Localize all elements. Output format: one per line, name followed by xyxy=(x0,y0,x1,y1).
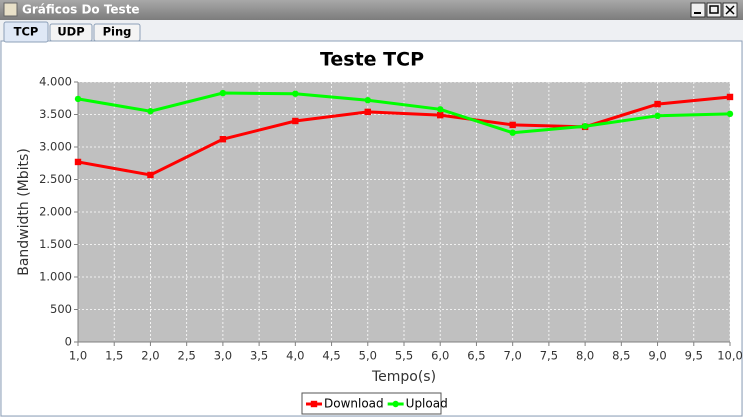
tab[interactable] xyxy=(93,23,141,42)
window-buttons xyxy=(690,2,738,18)
x-tick-label: 8,5 xyxy=(612,349,630,363)
data-point xyxy=(654,112,661,120)
chart-title: Teste TCP xyxy=(320,49,424,71)
data-point xyxy=(147,171,154,179)
y-axis-label: Bandwidth (Mbits) xyxy=(16,148,32,276)
data-point xyxy=(364,108,371,116)
x-tick-label: 9,0 xyxy=(648,349,666,363)
y-tick-label: 500 xyxy=(50,302,72,316)
x-tick-label: 2,0 xyxy=(141,349,159,363)
x-tick-label: 5,0 xyxy=(359,349,377,363)
x-tick-label: 3,5 xyxy=(250,349,268,363)
minimize-button[interactable] xyxy=(690,2,706,18)
data-point xyxy=(292,90,299,97)
data-point xyxy=(509,121,516,129)
legend-marker xyxy=(310,400,318,408)
y-tick-label: 3.500 xyxy=(39,107,72,121)
y-tick-label: 2.000 xyxy=(39,205,72,219)
window-title: Gráficos Do Teste xyxy=(22,3,140,17)
x-tick-label: 3,0 xyxy=(214,349,232,363)
y-tick-label: 4.000 xyxy=(39,75,72,89)
series-line xyxy=(77,95,731,177)
close-icon xyxy=(725,5,735,15)
legend-label: Download xyxy=(324,397,384,411)
x-tick-label: 10,0 xyxy=(717,349,743,363)
maximize-button[interactable] xyxy=(706,2,722,18)
x-tick-label: 8,0 xyxy=(576,349,594,363)
x-tick-label: 9,5 xyxy=(685,349,703,363)
data-point xyxy=(437,111,444,119)
x-tick-label: 4,0 xyxy=(286,349,304,363)
x-tick-label: 2,5 xyxy=(178,349,196,363)
x-tick-label: 1,0 xyxy=(69,349,87,363)
data-point xyxy=(219,89,227,97)
x-tick-label: 7,0 xyxy=(504,349,522,363)
tab[interactable] xyxy=(49,23,93,42)
x-tick-label: 7,5 xyxy=(540,349,558,363)
tab-label: Ping xyxy=(103,25,132,39)
y-tick-label: 0 xyxy=(65,335,72,349)
data-point xyxy=(654,100,661,108)
data-point xyxy=(581,123,589,130)
x-axis-label: Tempo(s) xyxy=(371,369,436,385)
legend-label: Upload xyxy=(406,397,448,411)
tab[interactable] xyxy=(3,21,49,43)
data-point xyxy=(74,158,82,166)
y-tick-label: 3.000 xyxy=(39,140,72,154)
x-tick-label: 6,5 xyxy=(467,349,485,363)
series-line xyxy=(77,91,731,135)
y-tick-label: 1.500 xyxy=(39,237,72,251)
data-point xyxy=(364,97,371,104)
app-icon xyxy=(3,2,18,17)
maximize-icon xyxy=(709,5,719,14)
y-tick-label: 1.000 xyxy=(39,270,72,284)
legend-marker xyxy=(392,400,399,408)
data-point xyxy=(437,106,444,113)
data-point xyxy=(74,95,82,103)
data-point xyxy=(292,117,299,125)
data-point xyxy=(726,110,734,118)
title-bar xyxy=(0,0,743,20)
tab-label: UDP xyxy=(57,25,84,39)
x-tick-label: 4,5 xyxy=(322,349,340,363)
data-point xyxy=(509,129,516,136)
x-tick-label: 5,5 xyxy=(395,349,413,363)
y-tick-label: 2.500 xyxy=(39,172,72,186)
x-tick-label: 1,5 xyxy=(105,349,123,363)
data-point xyxy=(147,108,154,115)
x-tick-label: 6,0 xyxy=(431,349,449,363)
data-point xyxy=(726,93,734,101)
tab-strip: TCP UDP Ping xyxy=(3,21,141,43)
legend xyxy=(301,392,442,415)
tab-label: TCP xyxy=(14,25,39,39)
data-point xyxy=(219,136,227,143)
